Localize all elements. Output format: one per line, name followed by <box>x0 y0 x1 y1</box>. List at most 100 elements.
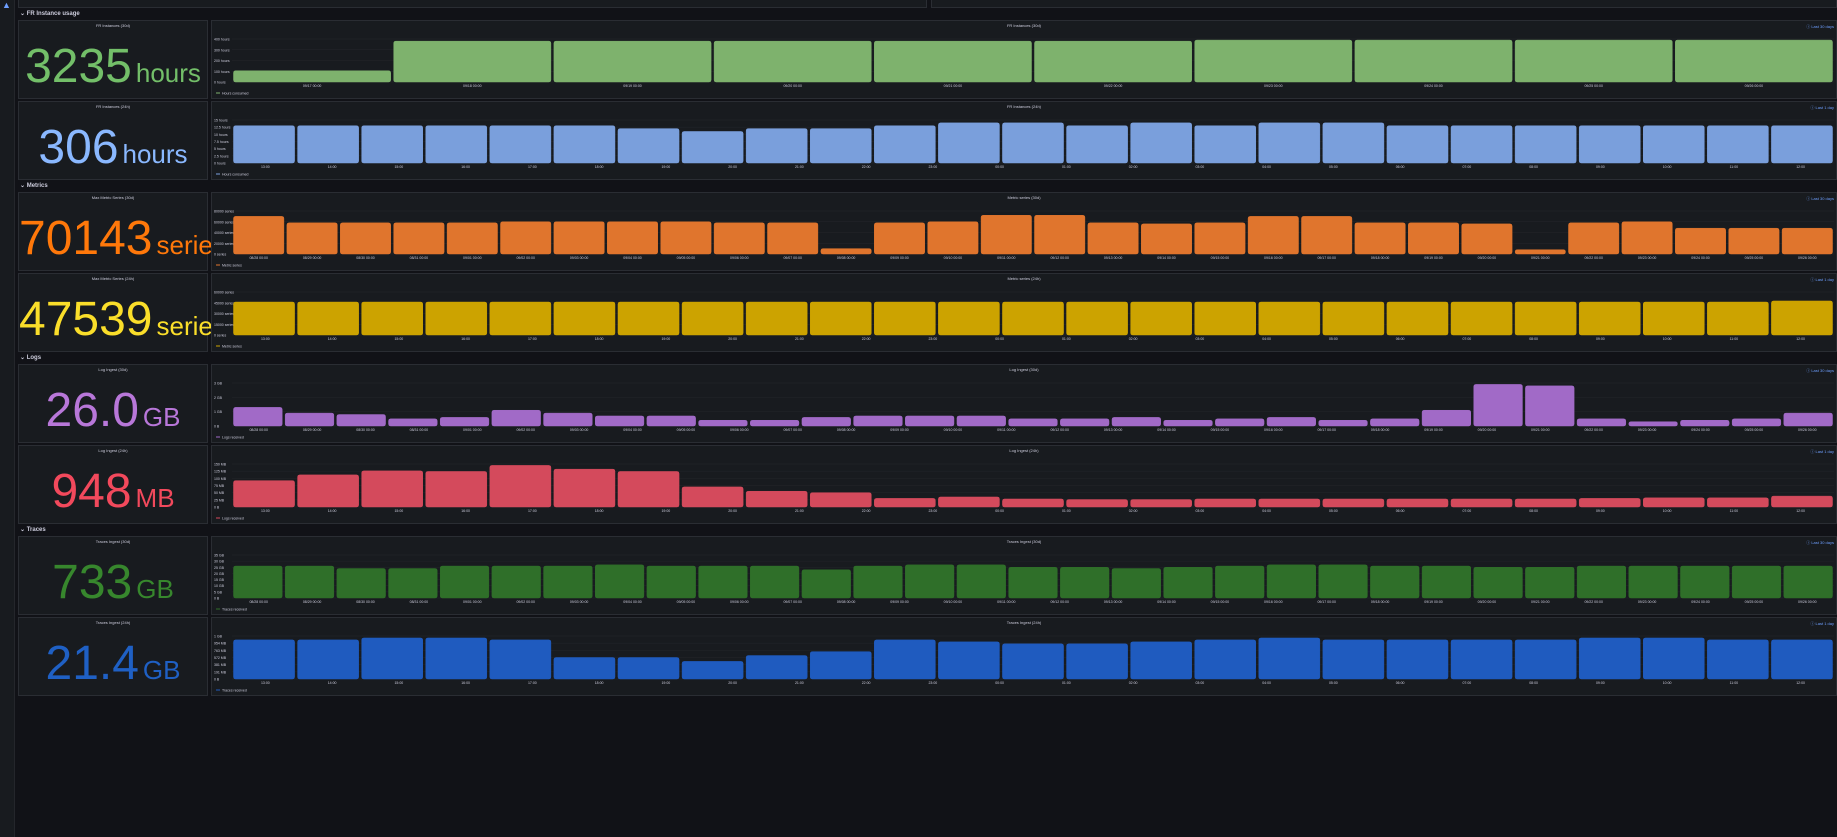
row-title-0[interactable]: ⌄ FR Instance usage <box>20 11 80 17</box>
stat-value: 47539 series <box>19 292 226 347</box>
panel-title: Max Metric Series (24h) <box>91 276 135 281</box>
stat-panel[interactable]: FR Instances (24h) 306 hours <box>18 101 208 180</box>
row-title-1[interactable]: ⌄ Metrics <box>20 183 48 189</box>
x-tick-label: 09/26 00:00 <box>1798 600 1817 604</box>
chart-panel[interactable]: FR Instances (24h) ⓘ Last 1 day 15 hours 12… <box>211 101 1837 180</box>
bar <box>1421 565 1472 599</box>
stat-number: 733 <box>52 556 133 609</box>
time-range-link[interactable]: ⓘ Last 30 days <box>1806 24 1834 29</box>
time-range-link[interactable]: ⓘ Last 1 day <box>1810 621 1834 626</box>
bar <box>809 301 872 336</box>
y-tick-label: 75 MB <box>214 484 225 488</box>
y-tick-label: 45000 series <box>214 301 234 305</box>
x-tick-label: 08/29 00:00 <box>303 600 322 604</box>
bar <box>336 414 386 427</box>
y-tick-label: 200 hours <box>214 59 230 63</box>
time-range-link[interactable]: ⓘ Last 1 day <box>1810 277 1834 282</box>
x-tick-label: 15:00 <box>394 165 403 169</box>
x-tick-label: 09/11 00:00 <box>997 428 1015 432</box>
x-tick-label: 09/09 00:00 <box>890 428 909 432</box>
chart-panel[interactable]: Traces Ingest (30d) ⓘ Last 30 days 35 GB 30… <box>211 536 1837 615</box>
x-tick-label: 08:00 <box>1529 337 1538 341</box>
bar <box>874 639 936 680</box>
time-range-link[interactable]: ⓘ Last 30 days <box>1806 368 1834 373</box>
bar <box>1643 125 1705 164</box>
x-tick-label: 11:00 <box>1730 337 1739 341</box>
y-tick-label: 2 GB <box>214 396 223 400</box>
x-tick-label: 05:00 <box>1329 165 1338 169</box>
bar <box>745 655 808 680</box>
legend-label: Traces received <box>222 689 247 693</box>
panel-title: FR Instances (30d) <box>95 23 130 28</box>
bar <box>1034 40 1192 83</box>
bar-chart[interactable]: 1 GB 954 MB 763 MB 572 MB 381 MB 191 MB 0 B 13:… <box>212 618 1836 695</box>
bar <box>297 301 359 336</box>
bar <box>1266 564 1316 599</box>
time-range-link[interactable]: ⓘ Last 1 day <box>1810 449 1834 454</box>
x-tick-label: 12:00 <box>1796 337 1805 341</box>
y-tick-label: 100 hours <box>214 70 230 74</box>
top-panels-strip <box>18 0 1837 10</box>
bar <box>1578 125 1641 164</box>
chart-panel[interactable]: FR Instances (30d) ⓘ Last 30 days 400 hour… <box>211 20 1837 99</box>
chart-panel[interactable]: Log Ingest (24h) ⓘ Last 1 day 150 MB 125 MB… <box>211 445 1837 524</box>
grafana-logo-icon[interactable]: ▲ <box>2 0 11 10</box>
chart-panel[interactable]: Metric series (30d) ⓘ Last 30 days 80000 s… <box>211 192 1837 271</box>
collapsed-panel-right <box>931 0 1837 8</box>
bar <box>361 301 423 336</box>
bar <box>1578 498 1641 508</box>
stat-panel[interactable]: Traces Ingest (24h) 21.4 GB <box>18 617 208 696</box>
time-range-link[interactable]: ⓘ Last 30 days <box>1806 540 1834 545</box>
chart-panel[interactable]: Log Ingest (30d) ⓘ Last 30 days 3 GB 2 GB 1 … <box>211 364 1837 443</box>
x-tick-label: 17:00 <box>528 509 537 513</box>
bar <box>1450 639 1513 680</box>
x-tick-label: 09/05 00:00 <box>677 256 696 260</box>
bar <box>1002 498 1064 508</box>
x-tick-label: 09/13 00:00 <box>1104 600 1123 604</box>
bar-chart[interactable]: 60000 series 45000 series 30000 series 1500… <box>212 274 1836 351</box>
bar <box>284 565 335 599</box>
x-tick-label: 09/16 00:00 <box>1264 600 1283 604</box>
stat-number: 306 <box>38 121 119 174</box>
x-tick-label: 09/12 00:00 <box>1050 428 1069 432</box>
x-tick-label: 00:00 <box>995 509 1004 513</box>
stat-panel[interactable]: Max Metric Series (30d) 70143 series <box>18 192 226 271</box>
row-title-3[interactable]: ⌄ Traces <box>20 527 46 533</box>
x-tick-label: 09/10 00:00 <box>944 256 963 260</box>
chart-panel[interactable]: Metric series (24h) ⓘ Last 1 day 60000 ser… <box>211 273 1837 352</box>
bar-chart[interactable]: 80000 series 60000 series 40000 series 2000… <box>212 193 1836 270</box>
x-tick-label: 09/23 00:00 <box>1264 84 1283 88</box>
stat-panel[interactable]: Log Ingest (30d) 26.0 GB <box>18 364 208 443</box>
x-tick-label: 09/18 00:00 <box>1371 600 1390 604</box>
bar-chart[interactable]: 35 GB 30 GB 25 GB 20 GB 15 GB 10 GB 5 GB 0 B 08/… <box>212 537 1836 614</box>
bar-chart[interactable]: 400 hours 300 hours 200 hours 100 hours 0 ho… <box>212 21 1836 98</box>
time-range-link[interactable]: ⓘ Last 1 day <box>1810 105 1834 110</box>
bar <box>233 407 283 427</box>
stat-panel[interactable]: Max Metric Series (24h) 47539 series <box>18 273 226 352</box>
x-tick-label: 10:00 <box>1663 337 1672 341</box>
stat-panel[interactable]: FR Instances (30d) 3235 hours <box>18 20 208 99</box>
collapsed-panel-left <box>18 0 927 8</box>
stat-panel[interactable]: Log Ingest (24h) 948 MB <box>18 445 208 524</box>
bar-chart[interactable]: 150 MB 125 MB 100 MB 75 MB 50 MB 25 MB 0 B 13:0… <box>212 446 1836 523</box>
bar-chart[interactable]: 15 hours 12.5 hours 10 hours 7.5 hours 5 hou… <box>212 102 1836 179</box>
row-title-2[interactable]: ⌄ Logs <box>20 355 42 361</box>
bar-chart[interactable]: 3 GB 2 GB 1 GB 0 B 08/28 00:00 08/29 00:00 08/… <box>212 365 1836 442</box>
x-tick-label: 09/08 00:00 <box>837 428 856 432</box>
x-tick-label: 10:00 <box>1663 509 1672 513</box>
bar <box>1421 409 1472 427</box>
bar <box>1525 385 1575 427</box>
time-range-link[interactable]: ⓘ Last 30 days <box>1806 196 1834 201</box>
x-tick-label: 06:00 <box>1396 681 1405 685</box>
x-tick-label: 15:00 <box>394 337 403 341</box>
chart-panel[interactable]: Traces Ingest (24h) ⓘ Last 1 day 1 GB 954 M… <box>211 617 1837 696</box>
stat-panel[interactable]: Traces Ingest (30d) 733 GB <box>18 536 208 615</box>
x-tick-label: 16:00 <box>461 165 470 169</box>
stat-unit: GB <box>142 402 181 432</box>
x-tick-label: 09/18 00:00 <box>1371 256 1390 260</box>
y-tick-label: 125 MB <box>214 470 227 474</box>
x-tick-label: 09/24 00:00 <box>1691 428 1710 432</box>
x-tick-label: 09/14 00:00 <box>1157 256 1176 260</box>
x-tick-label: 09/05 00:00 <box>677 428 696 432</box>
x-tick-label: 13:00 <box>261 681 270 685</box>
